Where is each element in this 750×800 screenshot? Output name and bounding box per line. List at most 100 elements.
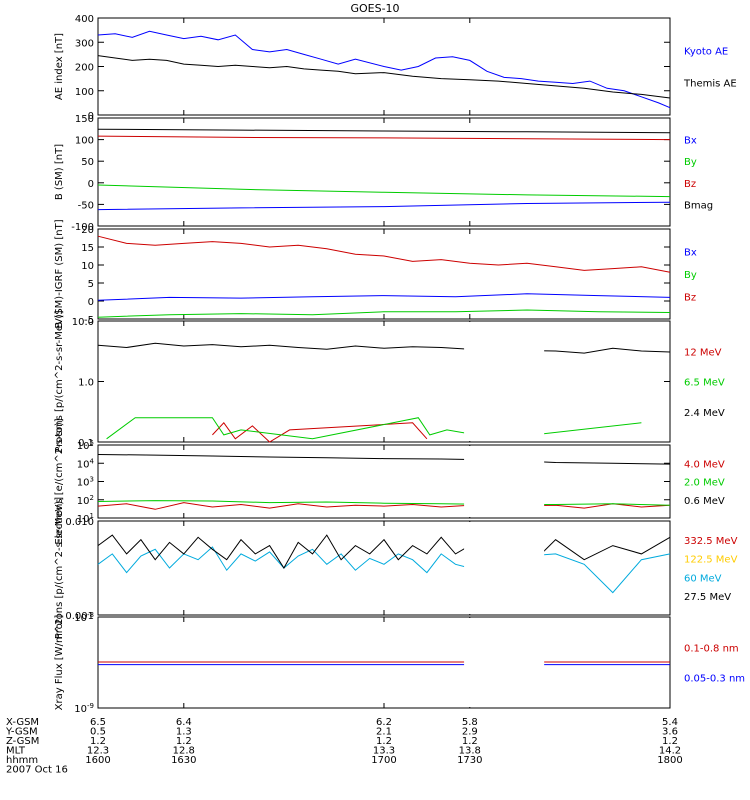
- ephemeris-value: 0.5: [90, 727, 106, 738]
- legend-12-mev: 12 MeV: [684, 347, 722, 358]
- ephemeris-row-label: hhmm: [6, 755, 38, 766]
- y-tick-label: 0: [88, 297, 94, 308]
- ephemeris-value: 12.3: [87, 746, 109, 757]
- ephemeris-value: 6.4: [176, 717, 192, 728]
- legend-by: By: [684, 157, 697, 168]
- legend-by: By: [684, 270, 697, 281]
- series-line-4-0-mev: [97, 502, 671, 510]
- series-line-bx: [97, 201, 671, 211]
- legend-bx: Bx: [684, 248, 697, 259]
- y-tick-label: 0: [88, 111, 94, 122]
- series-line-2-4-mev: [97, 342, 671, 354]
- ephemeris-value: 1.3: [176, 727, 192, 738]
- y-tick-label: 102: [77, 494, 94, 507]
- y-axis-label: B (SM)-IGRF (SM) [nT]: [54, 219, 65, 328]
- panel-frame-3: [97, 320, 671, 443]
- y-tick-label: 0.010: [65, 517, 94, 528]
- legend-60-mev: 60 MeV: [684, 573, 722, 584]
- ephemeris-value: 5.8: [462, 717, 478, 728]
- series-line-bmag: [97, 128, 671, 134]
- y-tick-label: 100: [75, 87, 94, 98]
- legend-bz: Bz: [684, 179, 696, 190]
- ephemeris-value: 6.2: [376, 717, 392, 728]
- legend-122-5-mev: 122.5 MeV: [684, 555, 738, 566]
- series-line-0-6-mev: [97, 454, 671, 465]
- ephemeris-value: 2.9: [462, 727, 478, 738]
- data-gap: [464, 322, 545, 441]
- series-line-12-mev: [212, 422, 428, 443]
- y-axis-label: AE index [nT]: [54, 33, 65, 100]
- series-line-themis-ae: [97, 55, 671, 99]
- data-gap: [464, 522, 545, 614]
- legend-bx: Bx: [684, 136, 697, 147]
- series-line-bz: [97, 135, 671, 141]
- y-tick-label: 103: [77, 476, 94, 489]
- series-line-bz: [97, 235, 671, 273]
- series-line-6-5-mev: [106, 417, 642, 440]
- ephemeris-value: 1.2: [176, 736, 192, 747]
- ephemeris-value: 12.8: [173, 746, 195, 757]
- legend-0-6-mev: 0.6 MeV: [684, 496, 725, 507]
- ephemeris-value: 1800: [657, 755, 682, 766]
- y-tick-label: 400: [75, 14, 94, 25]
- y-tick-label: 0.001: [65, 611, 94, 622]
- series-line-27-5-mev: [97, 534, 671, 569]
- y-axis-label: Protons [p/(cm^2-s-sr-MeV)]: [54, 310, 65, 452]
- ephemeris-value: 1700: [371, 755, 396, 766]
- y-tick-label: -5: [84, 315, 94, 326]
- y-tick-label: 0: [88, 179, 94, 190]
- legend-bmag: Bmag: [684, 200, 713, 211]
- ephemeris-value: 1730: [457, 755, 482, 766]
- series-line-by: [97, 309, 671, 318]
- ephemeris-value: 1.2: [90, 736, 106, 747]
- ephemeris-value: 1.2: [662, 736, 678, 747]
- y-tick-label: 0.1: [78, 438, 94, 449]
- legend-4-0-mev: 4.0 MeV: [684, 459, 725, 470]
- ephemeris-value: 5.4: [662, 717, 678, 728]
- chart-title: GOES-10: [350, 2, 399, 15]
- legend-2-4-mev: 2.4 MeV: [684, 408, 725, 419]
- y-tick-label: 10: [81, 261, 94, 272]
- y-tick-label: 10-9: [74, 702, 94, 715]
- ephemeris-value: 3.6: [662, 727, 678, 738]
- ephemeris-value: 13.8: [459, 746, 481, 757]
- ephemeris-value: 1.2: [376, 736, 392, 747]
- y-tick-label: 105: [77, 439, 94, 452]
- y-tick-label: 20: [81, 225, 94, 236]
- y-tick-label: 50: [81, 157, 94, 168]
- legend-27-5-mev: 27.5 MeV: [684, 592, 731, 603]
- ephemeris-value: 1630: [171, 755, 196, 766]
- series-line-kyoto-ae: [97, 30, 671, 109]
- legend-332-5-mev: 332.5 MeV: [684, 536, 738, 547]
- y-axis-label: Electrons [e/(cm^2-s-sr)]: [54, 418, 65, 544]
- y-tick-label: 100: [75, 136, 94, 147]
- legend-2-0-mev: 2.0 MeV: [684, 478, 725, 489]
- y-tick-label: 300: [75, 38, 94, 49]
- legend-6-5-mev: 6.5 MeV: [684, 378, 725, 389]
- y-tick-label: -50: [78, 200, 94, 211]
- y-tick-label: 150: [75, 114, 94, 125]
- y-tick-label: 15: [81, 243, 94, 254]
- panel-frame-5: [97, 520, 671, 616]
- series-line-by: [97, 184, 671, 198]
- ephemeris-value: 2.1: [376, 727, 392, 738]
- y-tick-label: 10.0: [72, 317, 94, 328]
- y-axis-label: Xray Flux [W/m^2]: [54, 615, 65, 711]
- data-gap: [464, 446, 545, 517]
- legend-themis-ae: Themis AE: [683, 79, 737, 90]
- legend-kyoto-ae: Kyoto AE: [684, 46, 728, 57]
- ephemeris-value: 13.3: [373, 746, 395, 757]
- data-gap: [464, 618, 545, 707]
- legend-bz: Bz: [684, 293, 696, 304]
- ephemeris-value: 6.5: [90, 717, 106, 728]
- panel-frame-1: [97, 117, 671, 227]
- ephemeris-value: 1.2: [462, 736, 478, 747]
- ephemeris-value: 14.2: [659, 746, 681, 757]
- y-tick-label: 5: [88, 279, 94, 290]
- legend-0-1-0-8-nm: 0.1-0.8 nm: [684, 643, 739, 654]
- legend-0-05-0-3-nm: 0.05-0.3 nm: [684, 674, 745, 685]
- ephemeris-row-label: Z-GSM: [6, 736, 39, 747]
- date-label: 2007 Oct 16: [6, 765, 68, 776]
- series-line-2-0-mev: [97, 500, 671, 506]
